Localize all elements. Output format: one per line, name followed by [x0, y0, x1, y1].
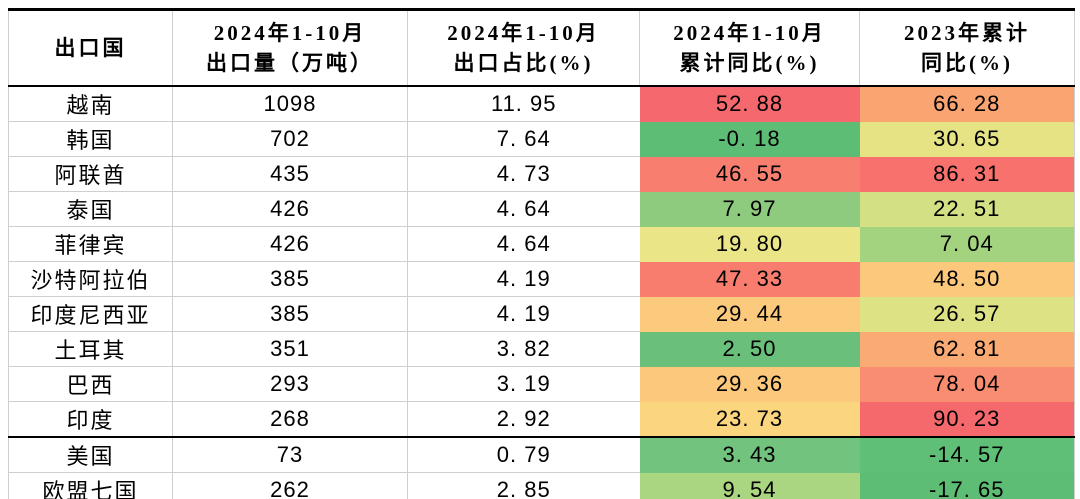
country-cell: 菲律宾	[8, 226, 173, 262]
share-cell: 2. 85	[407, 472, 640, 499]
table-row: 沙特阿拉伯 385 4. 19 47. 33 48. 50	[8, 261, 1075, 297]
yoy-2024-cell: 19. 80	[639, 226, 860, 262]
country-cell: 印度尼西亚	[8, 296, 173, 332]
country-cell: 韩国	[8, 121, 173, 157]
yoy-2023-cell: 78. 04	[859, 366, 1075, 402]
export-table: 出口国 2024年1-10月 出口量（万吨） 2024年1-10月 出口占比(%…	[8, 8, 1075, 499]
volume-cell: 293	[172, 366, 408, 402]
country-cell: 印度	[8, 401, 173, 437]
table-row: 泰国 426 4. 64 7. 97 22. 51	[8, 191, 1075, 227]
share-cell: 4. 73	[407, 156, 640, 192]
table-body: 越南 1098 11. 95 52. 88 66. 28 韩国 702 7. 64 -0. 18…	[8, 85, 1075, 499]
share-cell: 3. 19	[407, 366, 640, 402]
yoy-2023-cell: 30. 65	[859, 121, 1075, 157]
country-cell: 美国	[8, 436, 173, 473]
table-row: 韩国 702 7. 64 -0. 18 30. 65	[8, 121, 1075, 157]
yoy-2024-cell: 29. 44	[639, 296, 860, 332]
volume-cell: 73	[172, 436, 408, 473]
yoy-2023-cell: -17. 65	[859, 472, 1075, 499]
volume-cell: 1098	[172, 85, 408, 122]
country-cell: 欧盟七国	[8, 472, 173, 499]
share-cell: 4. 19	[407, 296, 640, 332]
yoy-2024-cell: 9. 54	[639, 472, 860, 499]
yoy-2023-cell: 90. 23	[859, 401, 1075, 437]
table-row: 巴西 293 3. 19 29. 36 78. 04	[8, 366, 1075, 402]
yoy-2023-cell: 7. 04	[859, 226, 1075, 262]
country-cell: 泰国	[8, 191, 173, 227]
table-row: 土耳其 351 3. 82 2. 50 62. 81	[8, 331, 1075, 367]
share-cell: 4. 64	[407, 191, 640, 227]
yoy-2024-cell: 23. 73	[639, 401, 860, 437]
country-cell: 阿联酋	[8, 156, 173, 192]
yoy-2023-cell: 86. 31	[859, 156, 1075, 192]
header-export-volume: 2024年1-10月 出口量（万吨）	[172, 9, 408, 87]
header-row: 出口国 2024年1-10月 出口量（万吨） 2024年1-10月 出口占比(%…	[8, 9, 1075, 87]
table-row: 阿联酋 435 4. 73 46. 55 86. 31	[8, 156, 1075, 192]
yoy-2024-cell: -0. 18	[639, 121, 860, 157]
volume-cell: 351	[172, 331, 408, 367]
yoy-2024-cell: 29. 36	[639, 366, 860, 402]
share-cell: 4. 19	[407, 261, 640, 297]
yoy-2023-cell: 22. 51	[859, 191, 1075, 227]
header-export-share: 2024年1-10月 出口占比(%)	[407, 9, 640, 87]
header-yoy-2023: 2023年累计 同比(%)	[859, 9, 1075, 87]
yoy-2024-cell: 52. 88	[639, 86, 860, 122]
yoy-2024-cell: 7. 97	[639, 191, 860, 227]
volume-cell: 702	[172, 121, 408, 157]
share-cell: 0. 79	[407, 436, 640, 473]
table-row: 印度 268 2. 92 23. 73 90. 23	[8, 401, 1075, 437]
yoy-2024-cell: 47. 33	[639, 261, 860, 297]
volume-cell: 385	[172, 296, 408, 332]
country-cell: 巴西	[8, 366, 173, 402]
share-cell: 7. 64	[407, 121, 640, 157]
yoy-2023-cell: 48. 50	[859, 261, 1075, 297]
table-row: 美国 73 0. 79 3. 43 -14. 57	[8, 436, 1075, 473]
yoy-2024-cell: 2. 50	[639, 331, 860, 367]
country-cell: 越南	[8, 85, 173, 122]
country-cell: 沙特阿拉伯	[8, 261, 173, 297]
header-yoy-2024: 2024年1-10月 累计同比(%)	[639, 9, 860, 87]
yoy-2023-cell: 66. 28	[859, 86, 1075, 122]
share-cell: 11. 95	[407, 85, 640, 122]
table-row: 菲律宾 426 4. 64 19. 80 7. 04	[8, 226, 1075, 262]
volume-cell: 262	[172, 472, 408, 499]
table-row: 印度尼西亚 385 4. 19 29. 44 26. 57	[8, 296, 1075, 332]
yoy-2023-cell: -14. 57	[859, 436, 1075, 473]
header-country: 出口国	[8, 9, 173, 87]
volume-cell: 435	[172, 156, 408, 192]
volume-cell: 426	[172, 226, 408, 262]
volume-cell: 268	[172, 401, 408, 437]
share-cell: 2. 92	[407, 401, 640, 437]
yoy-2023-cell: 62. 81	[859, 331, 1075, 367]
share-cell: 3. 82	[407, 331, 640, 367]
yoy-2024-cell: 46. 55	[639, 156, 860, 192]
table-row: 欧盟七国 262 2. 85 9. 54 -17. 65	[8, 472, 1075, 499]
yoy-2024-cell: 3. 43	[639, 436, 860, 473]
table-row: 越南 1098 11. 95 52. 88 66. 28	[8, 85, 1075, 122]
share-cell: 4. 64	[407, 226, 640, 262]
volume-cell: 385	[172, 261, 408, 297]
volume-cell: 426	[172, 191, 408, 227]
yoy-2023-cell: 26. 57	[859, 296, 1075, 332]
country-cell: 土耳其	[8, 331, 173, 367]
